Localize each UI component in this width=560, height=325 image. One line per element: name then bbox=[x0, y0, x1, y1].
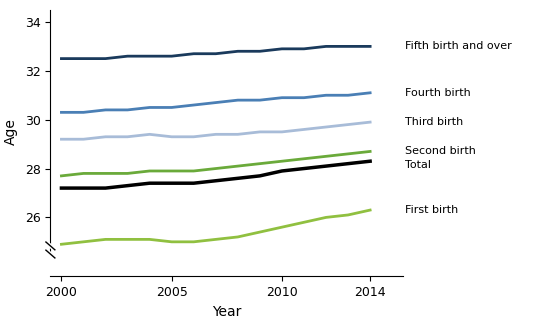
Text: Age: Age bbox=[4, 118, 18, 145]
Text: Fifth birth and over: Fifth birth and over bbox=[405, 41, 512, 51]
Text: Year: Year bbox=[212, 305, 241, 318]
Text: Second birth: Second birth bbox=[405, 147, 476, 156]
Text: Third birth: Third birth bbox=[405, 117, 464, 127]
Text: First birth: First birth bbox=[405, 205, 459, 215]
Text: Fourth birth: Fourth birth bbox=[405, 88, 471, 98]
Text: Total: Total bbox=[405, 160, 431, 170]
